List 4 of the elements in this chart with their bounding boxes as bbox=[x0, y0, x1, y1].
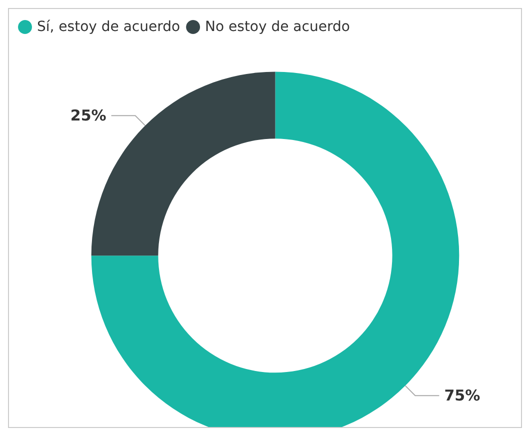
data-label: 25% bbox=[70, 106, 106, 125]
data-label: 75% bbox=[444, 386, 480, 405]
legend-label: Sí, estoy de acuerdo bbox=[37, 19, 180, 35]
legend-label: No estoy de acuerdo bbox=[205, 19, 350, 35]
